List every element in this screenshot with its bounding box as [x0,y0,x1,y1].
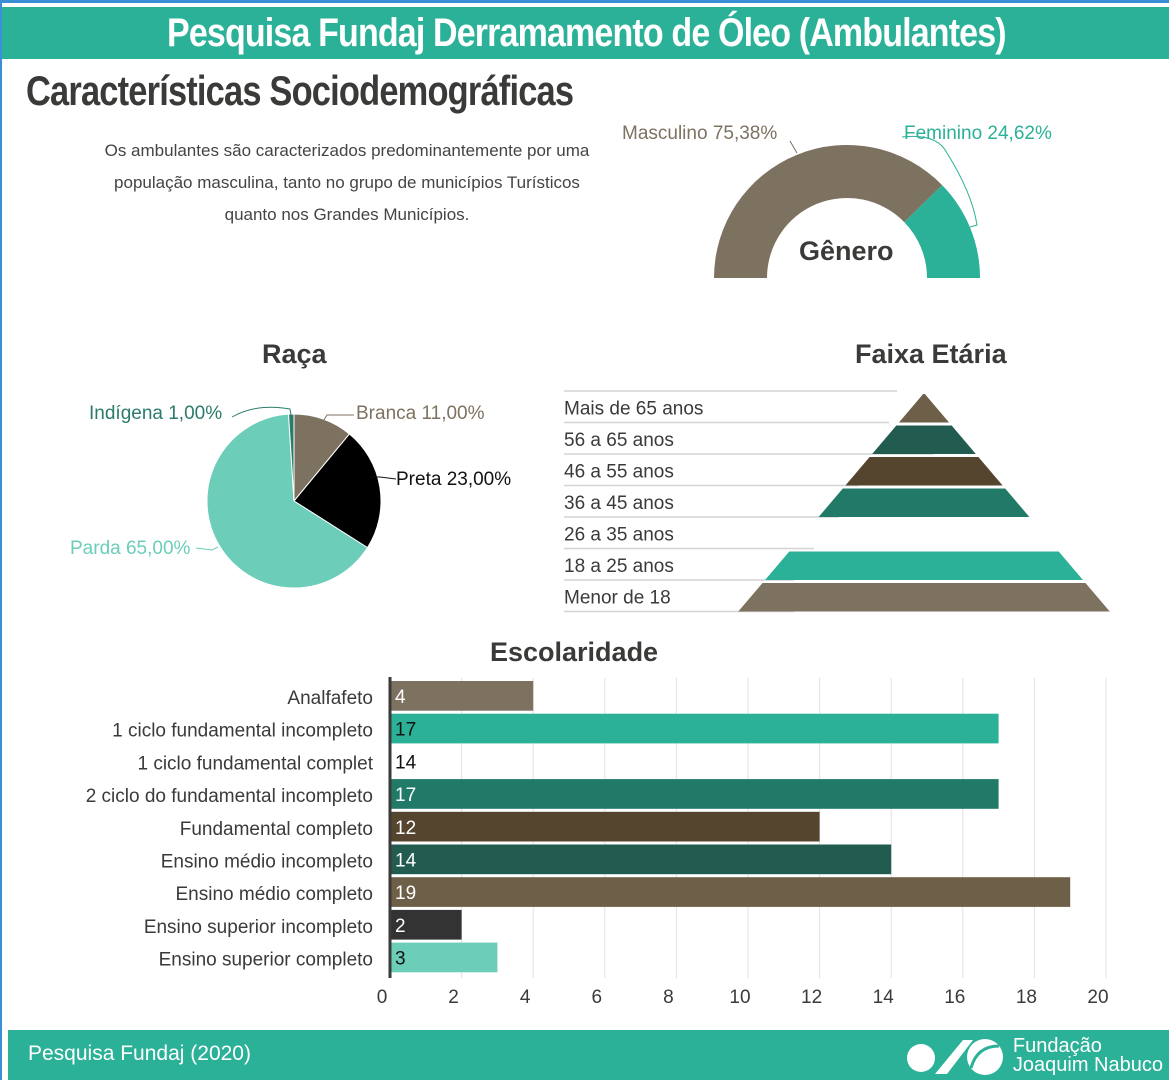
x-tick-label: 14 [873,987,895,1008]
age-chart: Mais de 65 anos 56 a 65 anos 46 a 55 anos 3… [564,390,1110,613]
category-label: Analfafeto [287,688,373,709]
category-label: Ensino médio completo [176,884,374,905]
gender-slice [904,185,980,278]
section-title: Características Sociodemográficas [26,67,574,114]
x-tick-label: 12 [801,987,822,1008]
race-label-preta: Preta 23,00% [396,469,511,490]
logo-text-line2: Joaquim Nabuco [1012,1054,1163,1076]
bar [390,844,892,875]
bar [390,681,534,711]
bar [390,779,999,809]
bar [390,811,820,842]
bar-value-label: 14 [395,851,417,872]
age-segment [845,457,1003,486]
x-tick-label: 6 [592,987,603,1008]
footer-source: Pesquisa Fundaj (2020) [28,1042,251,1065]
bar-value-label: 4 [395,687,406,708]
fundaj-logo-icon [906,1039,1003,1075]
age-segment [898,394,950,423]
age-chart-title: Faixa Etária [855,339,1007,369]
bar-value-label: 3 [395,949,406,970]
leader-line [231,406,292,418]
footer: Pesquisa Fundaj (2020) Fundação Joaquim N… [8,1030,1169,1080]
gender-slice [714,145,943,278]
race-slice [206,413,369,589]
race-slice [293,433,382,549]
age-label: 18 a 25 anos [564,556,674,577]
age-label: Menor de 18 [564,588,671,609]
x-tick-label: 18 [1016,987,1037,1008]
leader-line [321,414,354,424]
fundaj-logo: Fundação Joaquim Nabuco [905,1034,1163,1078]
bar [390,713,999,744]
x-tick-label: 10 [729,987,750,1008]
bar-value-label: 17 [395,785,416,806]
leader-line [901,135,978,228]
age-label: 36 a 45 anos [564,493,674,514]
race-label-branca: Branca 11,00% [356,403,485,424]
category-label: Fundamental completo [180,819,373,840]
bar [390,877,1071,907]
race-label-parda: Parda 65,00% [70,538,191,559]
race-label-indigena: Indígena 1,00% [89,403,222,424]
x-tick-label: 16 [944,987,965,1008]
gender-label-female: Feminino 24,62% [904,123,1052,144]
description-text: Os ambulantes são caracterizados predomi… [104,141,590,224]
leader-line [789,140,798,154]
leader-line [370,476,397,480]
category-label: Ensino médio incompleto [161,852,373,873]
bar [390,942,498,973]
age-label: Mais de 65 anos [564,399,703,420]
x-tick-label: 0 [377,987,388,1008]
category-label: Ensino superior completo [159,950,373,971]
age-segment [765,551,1083,580]
gender-label-male: Masculino 75,38% [622,123,777,144]
education-chart-title: Escolaridade [490,637,659,667]
logo-text-line1: Fundação [1012,1035,1102,1057]
gender-chart-title: Gênero [799,236,894,266]
x-tick-label: 2 [448,987,459,1008]
category-label: 1 ciclo fundamental incompleto [112,721,373,742]
bar-value-label: 14 [395,752,417,773]
category-label: 1 ciclo fundamental complet [137,753,373,774]
leader-line [195,546,219,551]
age-label: 26 a 35 anos [564,525,674,546]
bar-value-label: 17 [395,720,416,741]
category-label: Ensino superior incompleto [144,917,373,938]
age-label: 46 a 55 anos [564,462,674,483]
age-segment [818,488,1030,517]
bar-value-label: 19 [395,883,416,904]
education-chart: 0 2 4 6 8 10 12 14 16 18 20 Analfafeto 4 1 ciclo fund… [86,677,1109,1008]
age-label: 56 a 65 anos [564,430,674,451]
age-segment [872,425,976,454]
category-label: 2 ciclo do fundamental incompleto [86,786,373,807]
bar-value-label: 12 [395,818,416,839]
bar-value-label: 2 [395,916,406,937]
x-tick-label: 8 [663,987,674,1008]
x-tick-label: 4 [520,987,531,1008]
gender-chart: Masculino 75,38% Feminino 24,62% [622,123,1052,278]
page-title: Pesquisa Fundaj Derramamento de Óleo (Am… [167,11,1007,55]
page-header: Pesquisa Fundaj Derramamento de Óleo (Am… [2,7,1169,59]
age-segment [738,583,1110,612]
race-chart: Branca 11,00% Preta 23,00% Parda 65,00% Ind… [70,403,511,589]
race-chart-title: Raça [262,339,327,369]
bar [390,909,462,940]
x-tick-label: 20 [1087,987,1108,1008]
